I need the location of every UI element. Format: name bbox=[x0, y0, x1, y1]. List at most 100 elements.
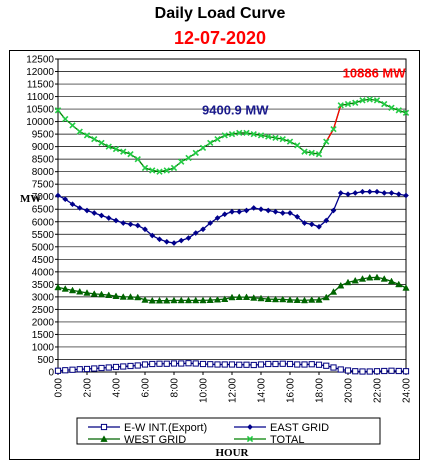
point-west-grid bbox=[366, 273, 374, 281]
x-tick-label: 18:00 bbox=[315, 378, 326, 403]
y-tick-label: 2000 bbox=[32, 317, 55, 328]
point-east-grid bbox=[62, 196, 69, 203]
point-e-w-int-export bbox=[207, 361, 214, 368]
chart-frame bbox=[9, 50, 420, 460]
y-tick-label: 10500 bbox=[26, 105, 54, 116]
point-total bbox=[294, 142, 301, 149]
point-e-w-int-export bbox=[381, 367, 388, 375]
y-tick-label: 4000 bbox=[32, 267, 55, 278]
legend-label: EAST GRID bbox=[270, 422, 329, 434]
legend-marker bbox=[100, 423, 108, 431]
point-total bbox=[388, 104, 395, 111]
point-west-grid bbox=[358, 275, 367, 282]
legend-label: WEST GRID bbox=[124, 434, 186, 446]
point-e-w-int-export bbox=[323, 362, 330, 369]
point-e-w-int-export bbox=[134, 362, 141, 369]
point-e-w-int-export bbox=[402, 368, 410, 375]
point-e-w-int-export bbox=[359, 368, 366, 375]
y-tick-label: 3500 bbox=[32, 280, 55, 291]
x-tick-label: 22:00 bbox=[373, 378, 384, 403]
point-east-grid bbox=[185, 235, 192, 241]
point-west-grid bbox=[170, 296, 178, 304]
chart-title: Daily Load Curve bbox=[154, 5, 286, 22]
x-tick-label: 8:00 bbox=[170, 378, 181, 398]
point-east-grid bbox=[142, 226, 148, 233]
point-west-grid bbox=[76, 287, 84, 295]
point-west-grid bbox=[293, 296, 301, 303]
point-e-w-int-export bbox=[221, 361, 228, 368]
point-east-grid bbox=[250, 205, 257, 211]
point-total bbox=[207, 139, 214, 147]
point-west-grid bbox=[250, 294, 258, 301]
point-west-grid bbox=[61, 285, 69, 292]
point-total bbox=[76, 128, 83, 135]
y-tick-label: 2500 bbox=[32, 305, 55, 316]
y-tick-label: 12500 bbox=[26, 55, 54, 66]
point-west-grid bbox=[395, 280, 403, 288]
point-e-w-int-export bbox=[170, 360, 178, 367]
point-e-w-int-export bbox=[308, 361, 315, 368]
series-markers bbox=[54, 96, 410, 375]
point-east-grid bbox=[149, 232, 156, 239]
point-east-grid bbox=[243, 207, 250, 214]
y-tick-label: 3000 bbox=[32, 292, 55, 303]
point-total bbox=[69, 122, 76, 129]
point-total bbox=[301, 148, 308, 155]
point-east-grid bbox=[127, 221, 134, 228]
x-axis-label: HOUR bbox=[216, 447, 250, 459]
point-e-w-int-export bbox=[366, 368, 373, 375]
y-tick-label: 4500 bbox=[32, 255, 55, 266]
chart-date: 12-07-2020 bbox=[173, 28, 267, 48]
y-tick-label: 9000 bbox=[32, 142, 55, 153]
point-west-grid bbox=[337, 281, 345, 289]
point-e-w-int-export bbox=[388, 367, 395, 374]
point-e-w-int-export bbox=[185, 360, 192, 367]
point-total bbox=[141, 164, 149, 172]
x-tick-label: 20:00 bbox=[344, 378, 355, 403]
point-total bbox=[402, 109, 410, 117]
point-e-w-int-export bbox=[141, 361, 149, 368]
point-total bbox=[330, 125, 337, 133]
point-total bbox=[120, 148, 127, 155]
point-west-grid bbox=[286, 296, 294, 303]
point-total bbox=[257, 132, 265, 139]
point-total bbox=[366, 96, 373, 103]
point-east-grid bbox=[345, 191, 351, 198]
point-west-grid bbox=[279, 295, 287, 303]
point-west-grid bbox=[271, 295, 280, 303]
point-east-grid bbox=[323, 217, 330, 224]
point-east-grid bbox=[55, 192, 61, 199]
point-e-w-int-export bbox=[315, 361, 323, 368]
point-total bbox=[62, 115, 69, 123]
point-west-grid bbox=[380, 275, 388, 282]
point-total bbox=[192, 149, 199, 157]
point-west-grid bbox=[308, 296, 316, 303]
point-east-grid bbox=[200, 226, 206, 233]
point-east-grid bbox=[207, 220, 214, 226]
point-e-w-int-export bbox=[149, 360, 156, 368]
annotations: 9400.9 MW 10886 MW bbox=[202, 65, 406, 117]
point-total bbox=[308, 149, 315, 157]
point-e-w-int-export bbox=[344, 367, 352, 374]
legend-label: TOTAL bbox=[270, 434, 304, 446]
point-total bbox=[344, 100, 352, 108]
legend-label: E-W INT.(Export) bbox=[124, 422, 207, 434]
x-tick-label: 24:00 bbox=[402, 378, 413, 403]
legend-box bbox=[76, 417, 381, 445]
series-lines bbox=[57, 98, 407, 373]
point-west-grid bbox=[126, 293, 135, 300]
point-e-w-int-export bbox=[214, 361, 221, 368]
point-e-w-int-export bbox=[192, 360, 199, 367]
point-west-grid bbox=[177, 296, 185, 304]
point-total bbox=[91, 135, 98, 143]
point-west-grid bbox=[264, 295, 272, 302]
point-west-grid bbox=[97, 290, 106, 298]
point-e-w-int-export bbox=[105, 364, 112, 371]
point-west-grid bbox=[199, 296, 207, 304]
point-east-grid bbox=[279, 210, 286, 216]
point-west-grid bbox=[83, 289, 91, 296]
y-tick-label: 10000 bbox=[26, 117, 54, 128]
point-east-grid bbox=[214, 215, 221, 221]
point-east-grid bbox=[178, 237, 185, 244]
